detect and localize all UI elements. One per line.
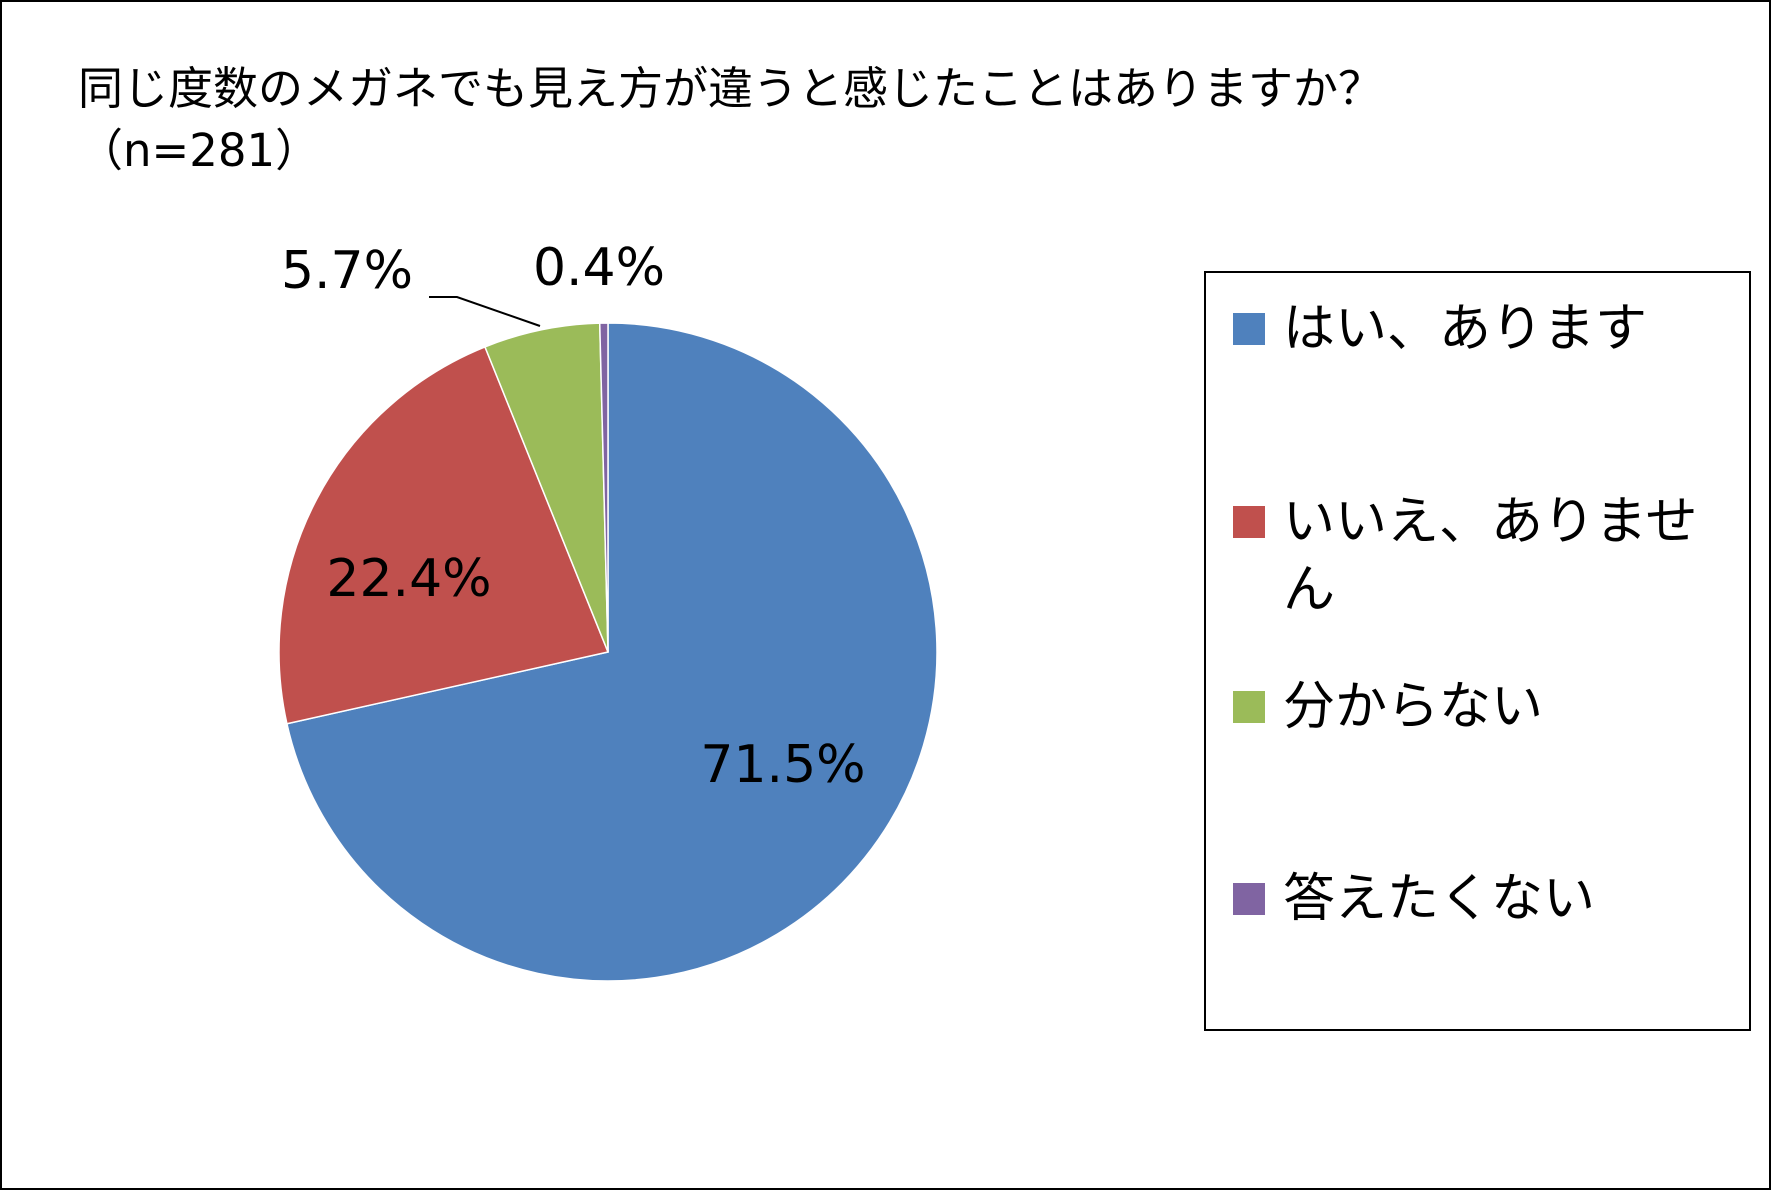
data-label: 22.4% [326,549,491,609]
leader-line [429,296,541,327]
legend-label: 答えたくない [1283,869,1596,929]
legend-label: 分からない [1283,677,1544,737]
legend-label: いいえ、ありません [1283,492,1698,620]
legend-swatch [1233,506,1265,538]
legend-box [1204,271,1751,1031]
data-label: 0.4% [533,238,665,298]
legend-swatch [1233,691,1265,723]
legend-label: はい、あります [1283,299,1648,359]
pie-slice [598,322,609,653]
chart-title: 同じ度数のメガネでも見え方が違うと感じたことはありますか？（n=281） [78,62,1384,177]
data-label: 71.5% [700,735,865,795]
pie-slice [278,345,610,725]
legend-swatch [1233,313,1265,345]
data-label: 5.7% [281,241,413,301]
pie-slice [286,322,938,982]
legend-swatch [1233,883,1265,915]
